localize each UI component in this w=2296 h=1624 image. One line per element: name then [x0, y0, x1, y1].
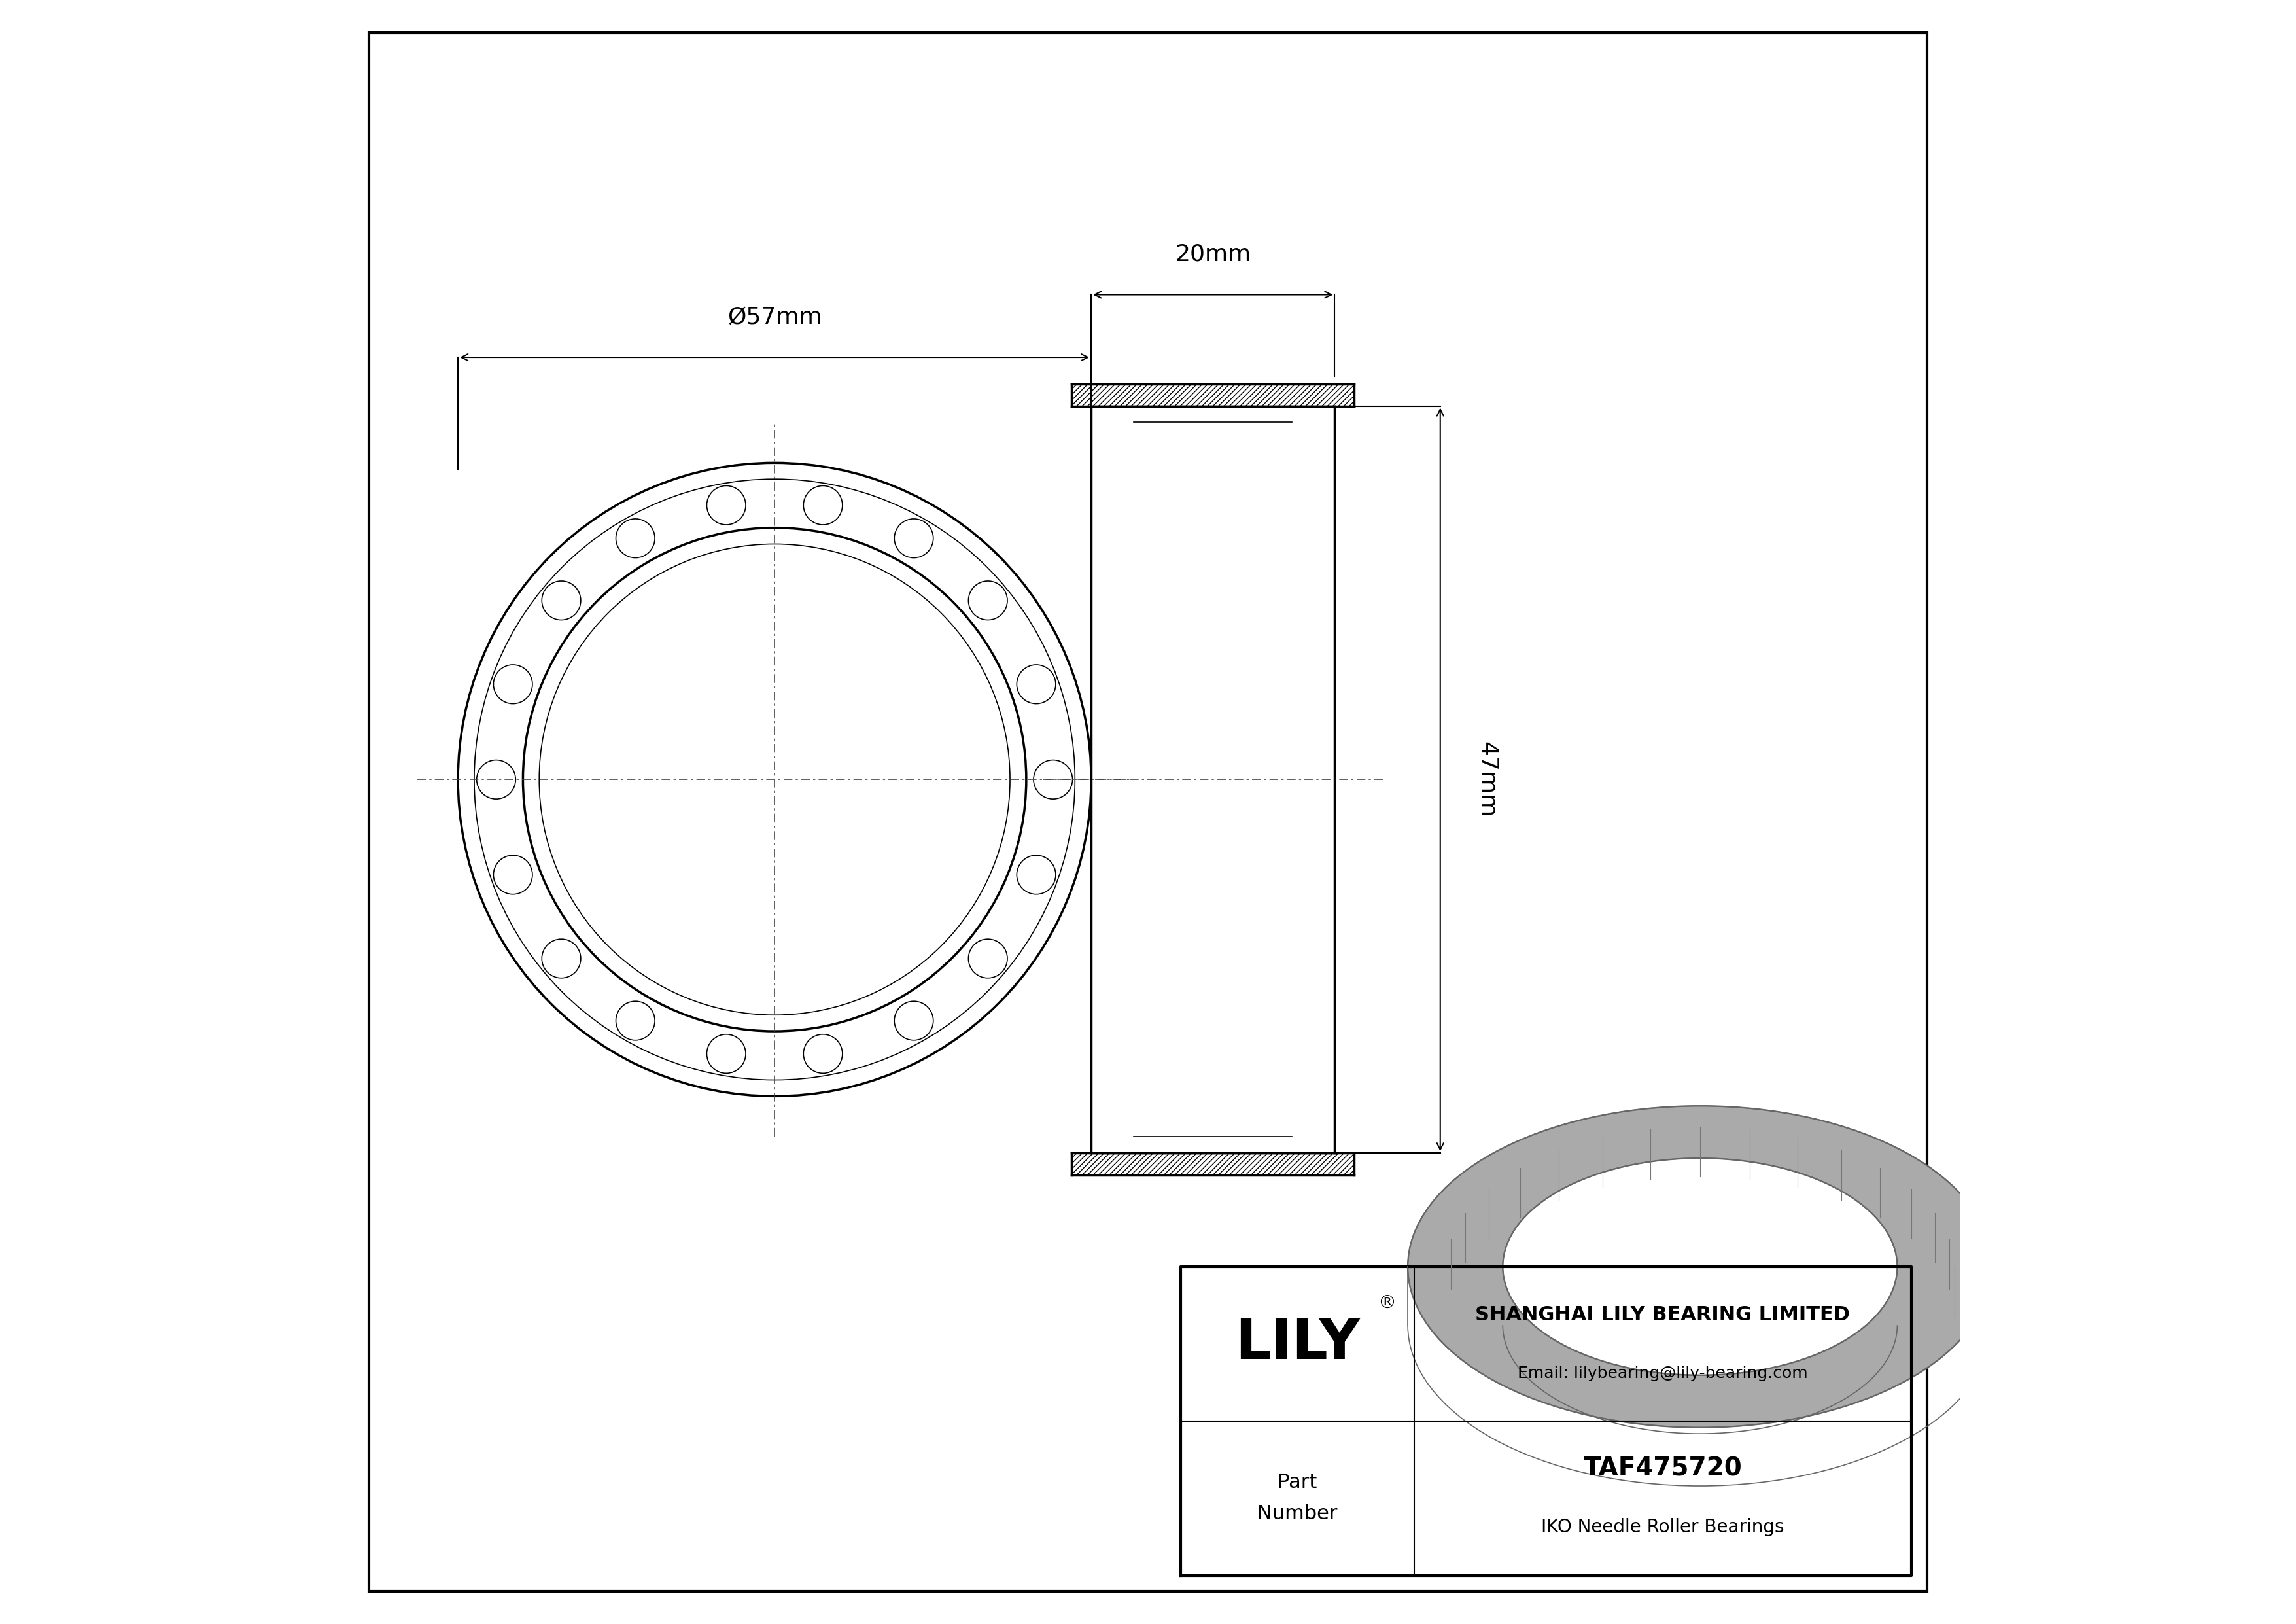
Text: 20mm: 20mm	[1176, 244, 1251, 265]
Ellipse shape	[1504, 1158, 1896, 1376]
Ellipse shape	[1407, 1106, 1993, 1427]
Text: 47mm: 47mm	[1476, 742, 1499, 817]
Text: Ø57mm: Ø57mm	[728, 305, 822, 328]
Text: Part
Number: Part Number	[1258, 1473, 1339, 1523]
Text: ®: ®	[1378, 1294, 1396, 1312]
Text: LILY: LILY	[1235, 1317, 1359, 1371]
Bar	[1072, 1153, 1355, 1176]
Text: IKO Needle Roller Bearings: IKO Needle Roller Bearings	[1541, 1518, 1784, 1536]
Text: Email: lilybearing@lily-bearing.com: Email: lilybearing@lily-bearing.com	[1518, 1366, 1807, 1380]
Bar	[1072, 385, 1355, 406]
Text: SHANGHAI LILY BEARING LIMITED: SHANGHAI LILY BEARING LIMITED	[1476, 1306, 1851, 1324]
Text: TAF475720: TAF475720	[1584, 1457, 1743, 1481]
